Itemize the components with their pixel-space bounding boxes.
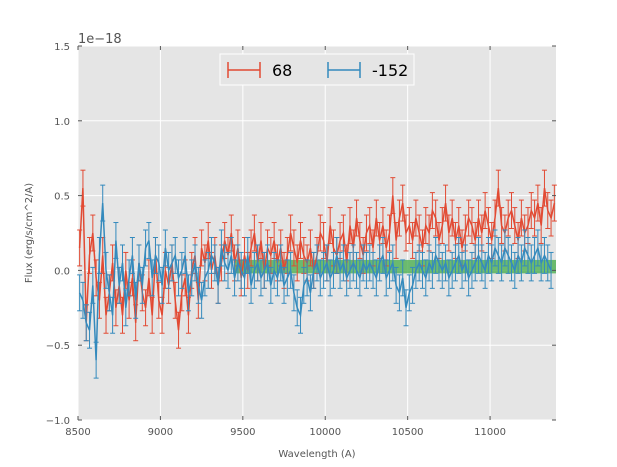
y-tick-label: 0.5 [54,192,70,203]
y-tick-label: −0.5 [46,341,70,352]
x-tick-label: 10500 [392,427,424,438]
legend-label-minus-152: -152 [372,61,408,80]
legend: 68 -152 [219,53,415,86]
y-tick-label: −1.0 [46,416,70,427]
series-line [78,203,552,361]
legend-entry-68: 68 [227,61,292,80]
x-tick-label: 9500 [230,427,255,438]
y-axis-label: Flux (erg/s/cm^2/A) [24,183,35,283]
legend-entry-minus-152: -152 [327,61,408,80]
x-axis-label: Wavelength (A) [278,449,355,460]
y-tick-label: 1.5 [54,42,70,53]
plot-background [78,46,556,420]
y-offset-label: 1e−18 [78,32,122,47]
x-tick-label: 9000 [148,427,173,438]
x-tick-label: 8500 [65,427,90,438]
y-tick-label: 1.0 [54,117,70,128]
x-tick-label: 11000 [474,427,506,438]
series-layer [77,169,557,379]
y-tick-label: 0.0 [54,266,70,277]
x-tick-label: 10000 [309,427,341,438]
series-minus-152 [77,184,554,379]
legend-label-68: 68 [272,61,292,80]
axis-ticks: 8500 9000 9500 10000 10500 11000 −1.0 −0.5 0.0 0.… [46,42,556,438]
